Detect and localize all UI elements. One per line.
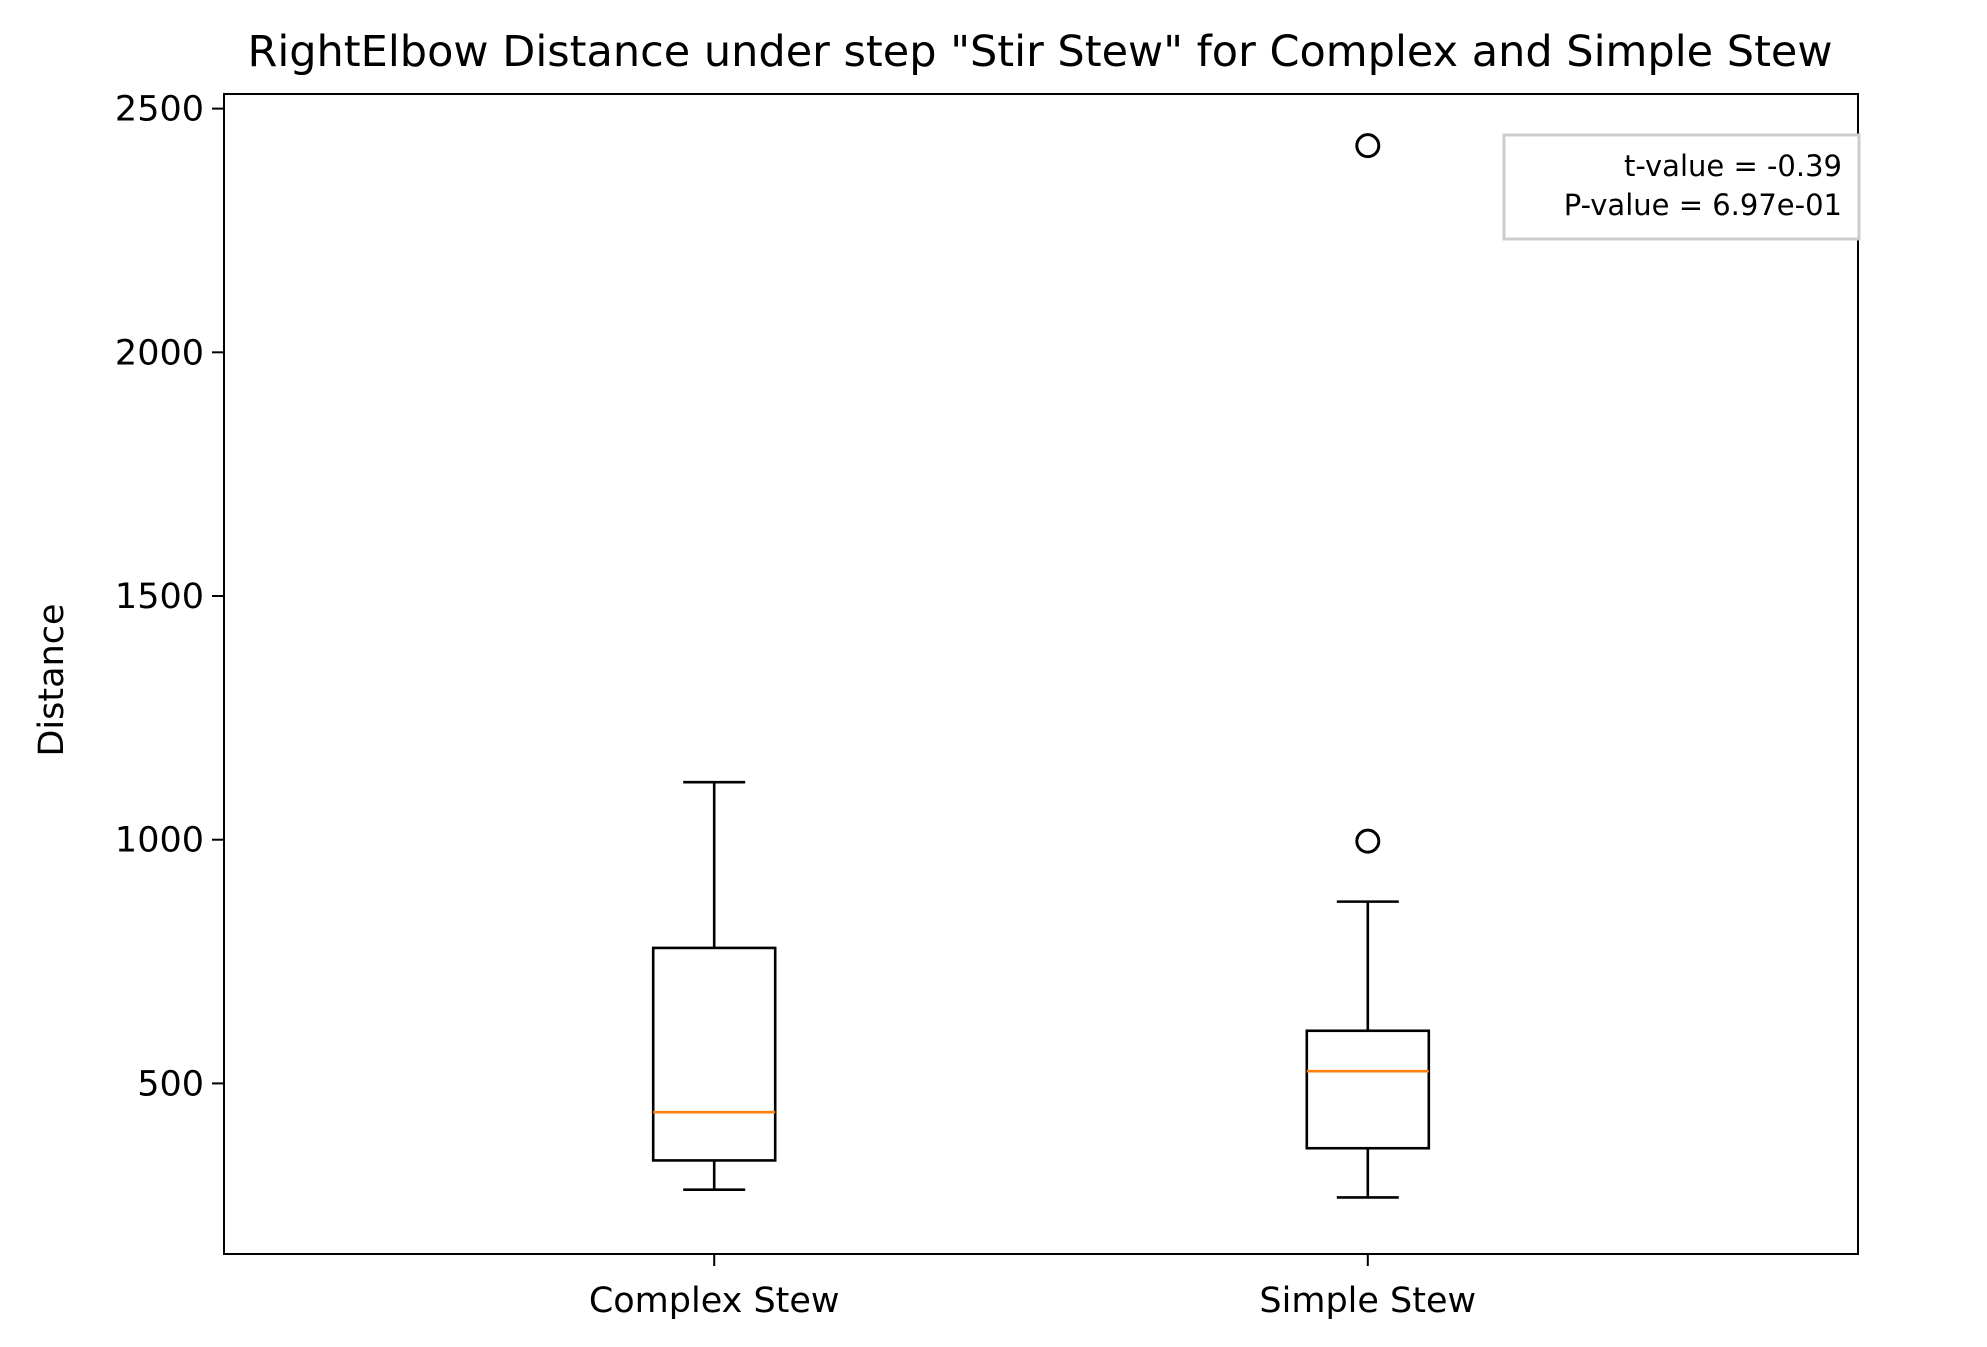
t-value-label: t-value = -0.39	[1624, 149, 1842, 183]
y-tick-label: 2500	[115, 90, 204, 130]
y-axis-label: Distance	[32, 603, 72, 756]
y-tick-label: 2000	[115, 333, 204, 373]
stats-annotation: t-value = -0.39 P-value = 6.97e-01	[1502, 133, 1861, 241]
outlier-point	[1355, 133, 1381, 159]
plot-frame	[223, 93, 1859, 1255]
y-tick-label: 500	[137, 1064, 204, 1104]
stats-annotation-box	[1502, 133, 1861, 241]
x-tick-label: Simple Stew	[1259, 1281, 1476, 1321]
iqr-box	[1305, 1029, 1431, 1150]
iqr-box	[651, 946, 777, 1162]
plot-area: 500 1000 1500 2000 2500 Complex Stew Simple St…	[115, 90, 1476, 1321]
chart-title: RightElbow Distance under step "Stir Ste…	[247, 27, 1832, 77]
outlier-point	[1355, 828, 1381, 854]
y-tick-label: 1000	[115, 821, 204, 861]
y-tick-label: 1500	[115, 577, 204, 617]
x-tick-label: Complex Stew	[589, 1281, 840, 1321]
p-value-label: P-value = 6.97e-01	[1564, 188, 1842, 222]
